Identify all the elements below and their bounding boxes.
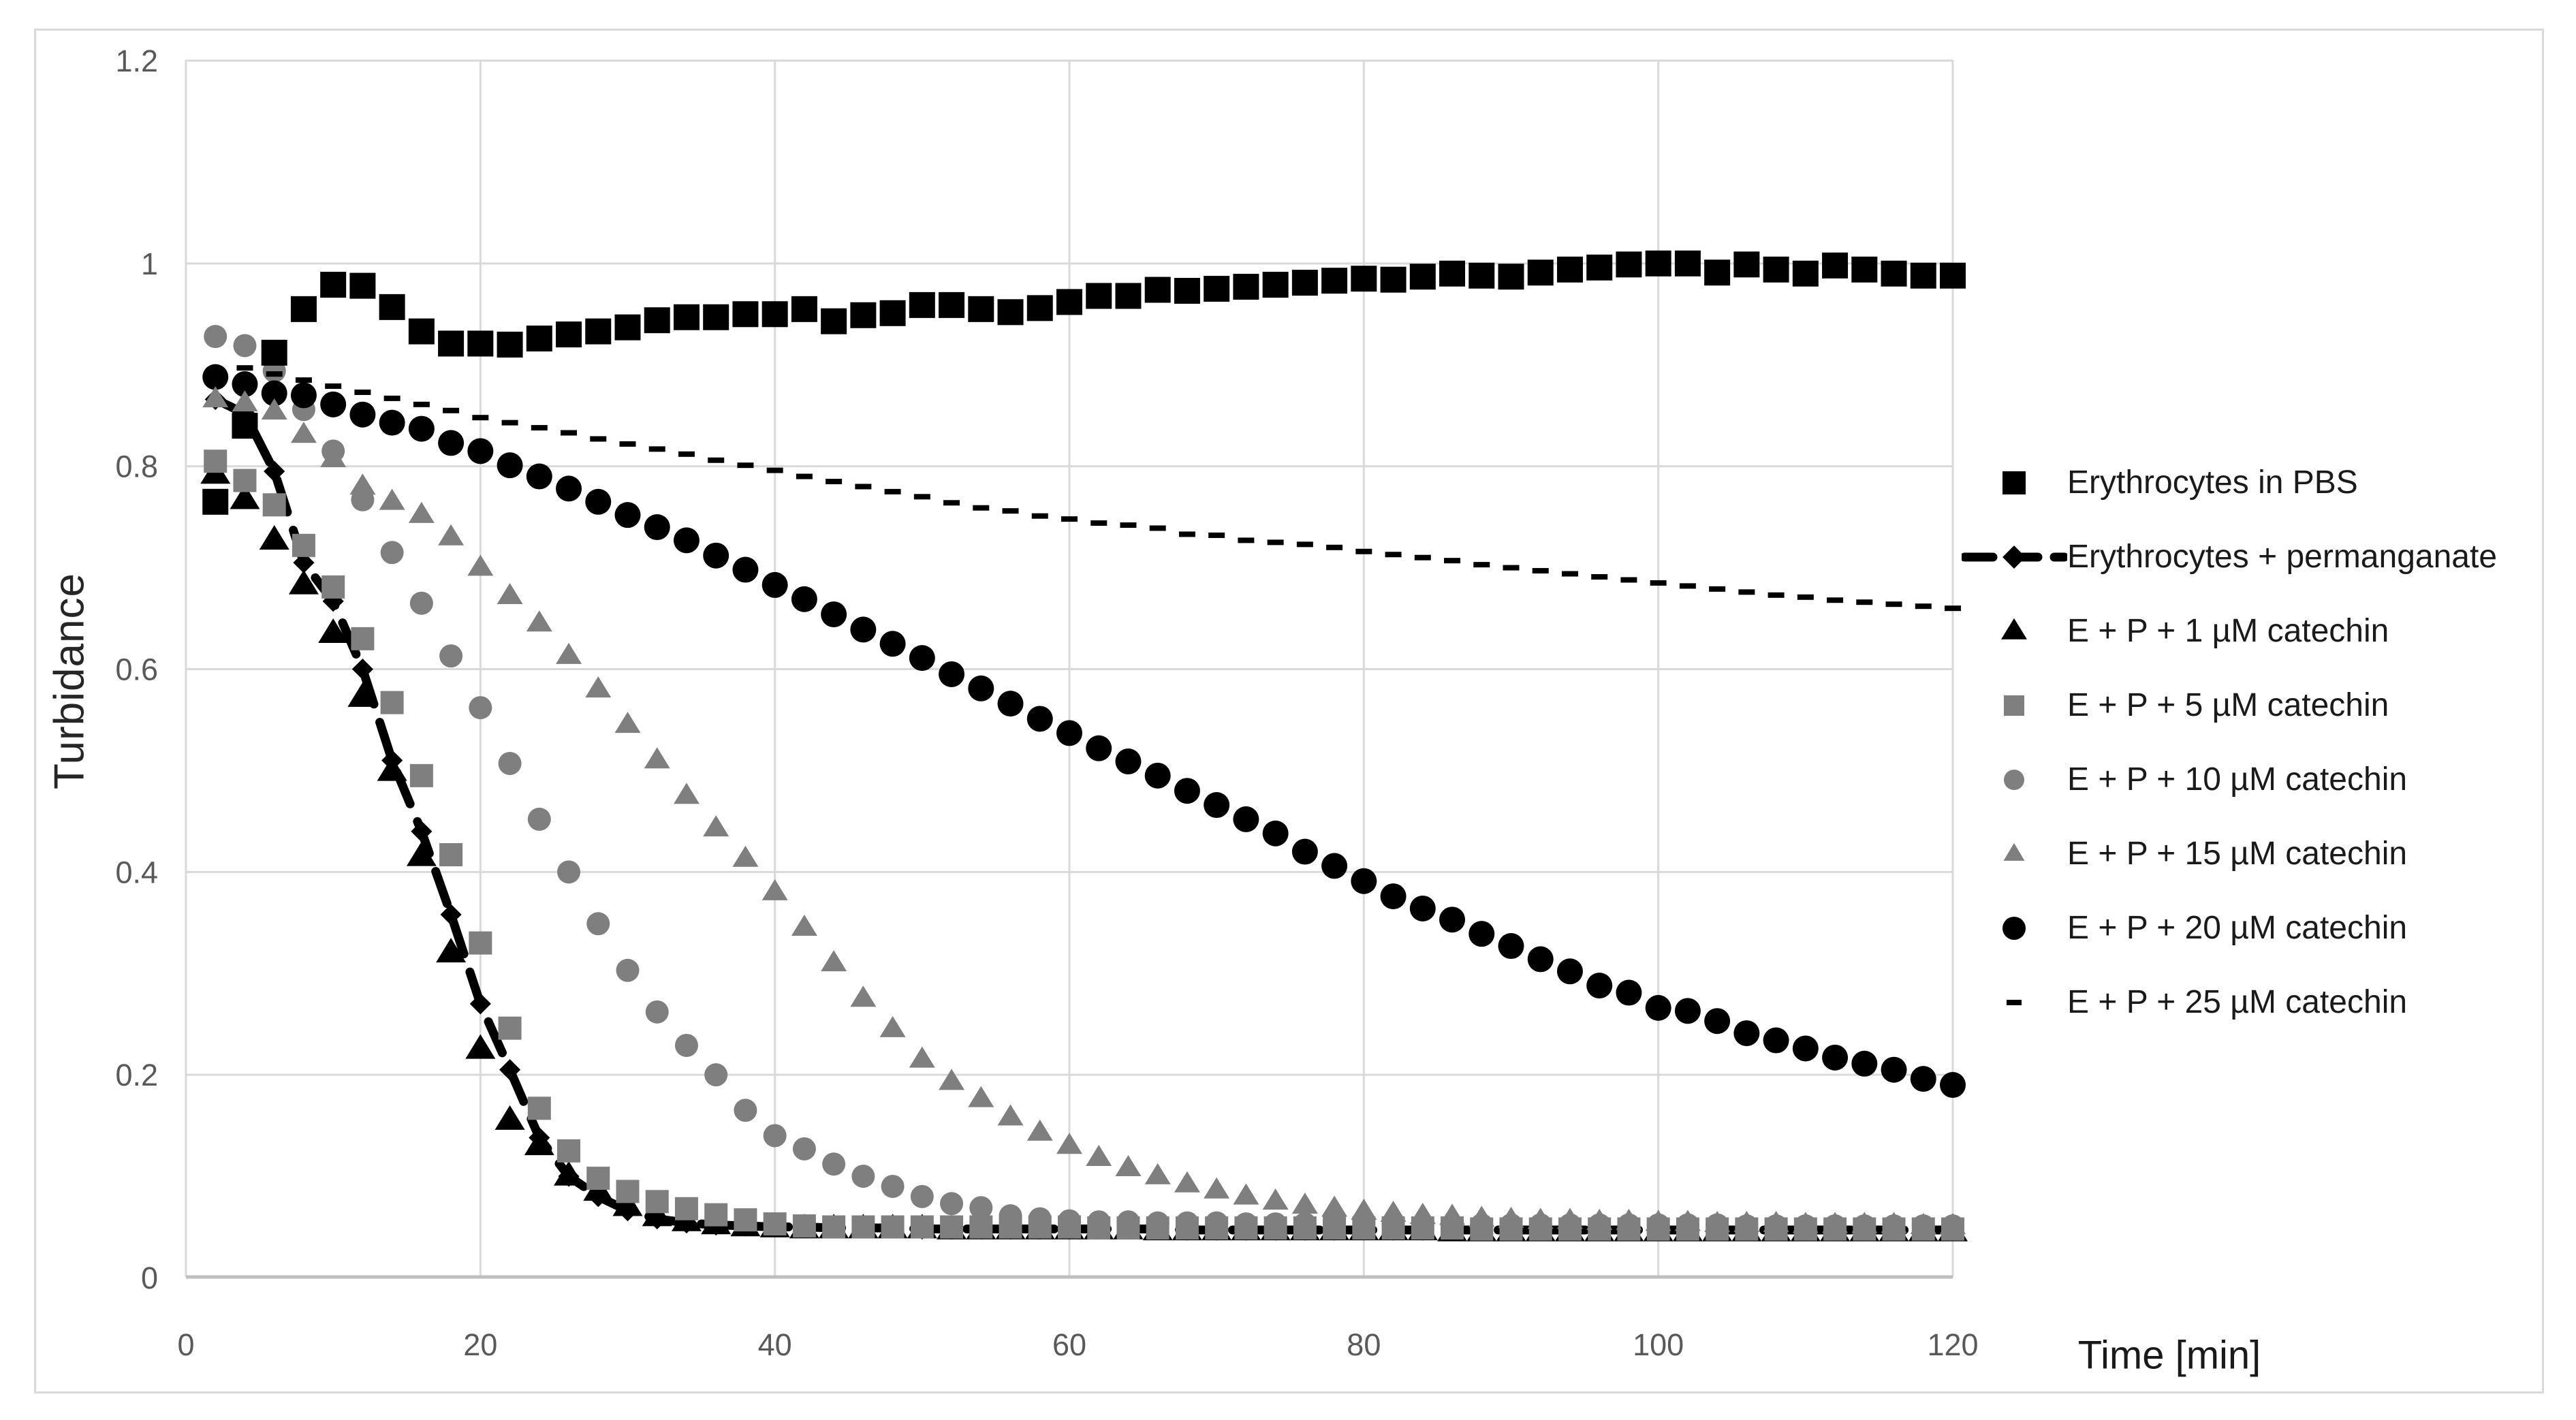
series-6 bbox=[202, 386, 1966, 1234]
svg-text:0: 0 bbox=[177, 1327, 194, 1362]
svg-text:0.6: 0.6 bbox=[115, 652, 158, 687]
x-tick-labels: 0 20 40 60 80 100 120 bbox=[177, 1327, 1978, 1362]
series-5 bbox=[204, 325, 1964, 1238]
svg-text:20: 20 bbox=[463, 1327, 497, 1362]
y-axis-title: Turbidance bbox=[46, 573, 93, 789]
legend-item: E + P + 25 µM catechin bbox=[1962, 965, 2497, 1039]
svg-text:120: 120 bbox=[1927, 1327, 1978, 1362]
series-4 bbox=[204, 449, 1964, 1241]
series-7 bbox=[202, 364, 1966, 1099]
legend-marker-circle-gray-icon bbox=[1962, 756, 2067, 804]
legend-marker-triangle-gray-icon bbox=[1962, 830, 2067, 878]
legend-item-label: E + P + 1 µM catechin bbox=[2067, 613, 2389, 649]
legend-marker-circle-black-icon bbox=[1962, 904, 2067, 952]
legend-item-label: E + P + 25 µM catechin bbox=[2067, 984, 2408, 1020]
legend-marker-dashed-line-icon bbox=[1962, 533, 2067, 581]
legend-item-label: E + P + 5 µM catechin bbox=[2067, 687, 2389, 723]
svg-text:80: 80 bbox=[1347, 1327, 1381, 1362]
legend-item: Erythrocytes in PBS bbox=[1962, 445, 2497, 520]
svg-text:0.2: 0.2 bbox=[115, 1058, 158, 1092]
legend: Erythrocytes in PBS Erythrocytes + perma… bbox=[1962, 445, 2497, 1039]
svg-text:0.8: 0.8 bbox=[115, 449, 158, 484]
svg-text:60: 60 bbox=[1052, 1327, 1086, 1362]
svg-text:1: 1 bbox=[141, 247, 158, 281]
x-axis-title: Time [min] bbox=[2077, 1333, 2261, 1378]
series-1 bbox=[202, 250, 1966, 515]
legend-item-label: E + P + 10 µM catechin bbox=[2067, 761, 2408, 798]
legend-marker-dash-icon bbox=[1962, 979, 2067, 1026]
legend-item: Erythrocytes + permanganate bbox=[1962, 520, 2497, 594]
legend-item: E + P + 20 µM catechin bbox=[1962, 891, 2497, 965]
legend-item-label: E + P + 15 µM catechin bbox=[2067, 836, 2408, 872]
y-tick-labels: 0 0.2 0.4 0.6 0.8 1 1.2 bbox=[115, 44, 158, 1295]
legend-marker-square-black-icon bbox=[1962, 459, 2067, 507]
svg-text:100: 100 bbox=[1633, 1327, 1684, 1362]
svg-text:1.2: 1.2 bbox=[115, 44, 158, 78]
legend-item: E + P + 5 µM catechin bbox=[1962, 668, 2497, 742]
legend-item: E + P + 15 µM catechin bbox=[1962, 817, 2497, 891]
svg-text:0: 0 bbox=[141, 1261, 158, 1295]
svg-text:40: 40 bbox=[758, 1327, 792, 1362]
series-2 bbox=[204, 388, 1964, 1241]
legend-item: E + P + 10 µM catechin bbox=[1962, 742, 2497, 817]
legend-item-label: Erythrocytes in PBS bbox=[2067, 464, 2358, 501]
legend-marker-triangle-black-icon bbox=[1962, 608, 2067, 655]
series-3 bbox=[200, 459, 1968, 1242]
legend-item: E + P + 1 µM catechin bbox=[1962, 594, 2497, 668]
series-8 bbox=[236, 365, 1961, 612]
legend-item-label: E + P + 20 µM catechin bbox=[2067, 910, 2408, 946]
svg-text:0.4: 0.4 bbox=[115, 855, 158, 889]
legend-marker-square-gray-icon bbox=[1962, 682, 2067, 729]
legend-item-label: Erythrocytes + permanganate bbox=[2067, 539, 2498, 575]
figure-border bbox=[34, 29, 2544, 1393]
gridlines bbox=[185, 59, 1954, 1279]
